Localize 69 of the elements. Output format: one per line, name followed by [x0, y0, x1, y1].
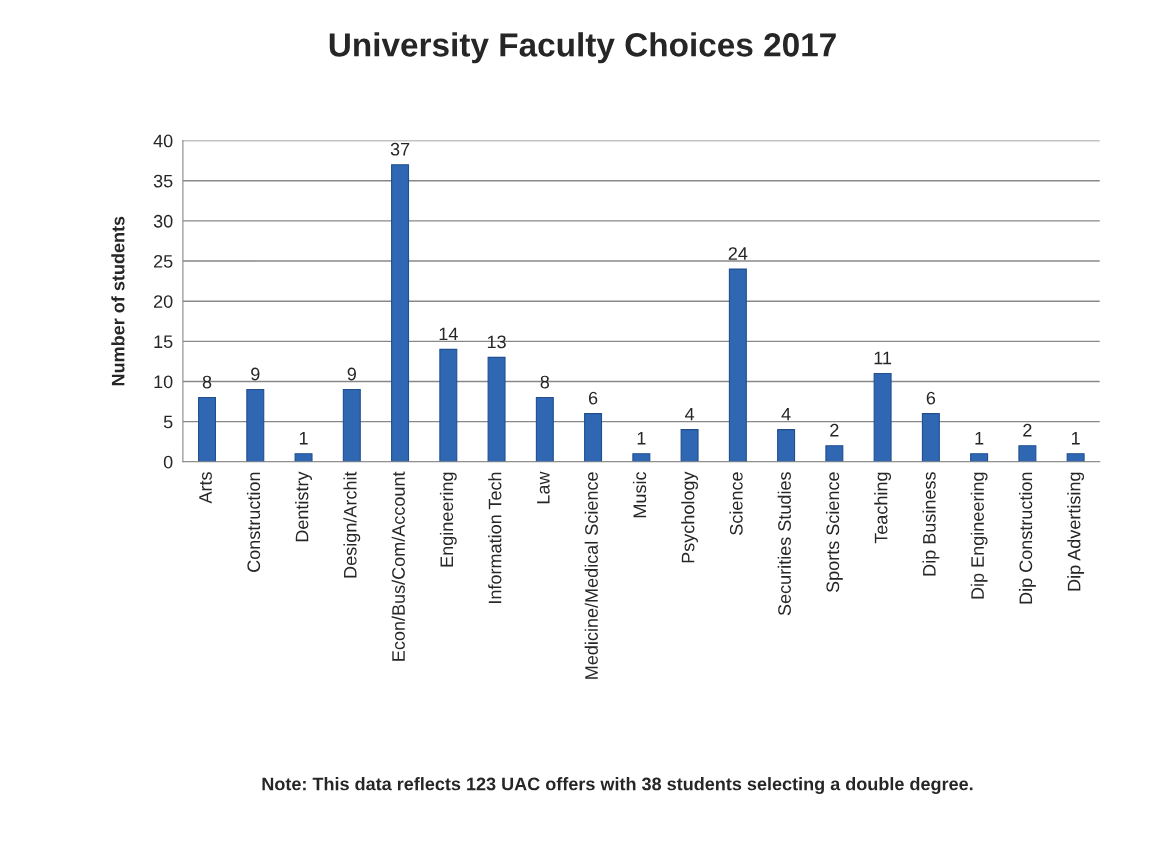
y-tick-label: 20 [154, 295, 173, 308]
chart-title: University Faculty Choices 2017 [329, 32, 836, 64]
x-tick-label: Construction [246, 472, 261, 572]
bar [535, 396, 554, 462]
data-label: 4 [781, 407, 791, 421]
y-tick-label: 25 [154, 254, 173, 268]
x-tick-label: Teaching [874, 472, 892, 544]
data-label: 8 [202, 375, 212, 389]
x-tick-label: Sports Science [825, 472, 843, 593]
bar [873, 372, 892, 462]
bar [970, 453, 989, 462]
data-label: 1 [299, 432, 308, 445]
x-tick-label: Dentistry [295, 471, 312, 542]
data-label: 37 [390, 142, 410, 156]
data-label: 9 [251, 367, 260, 381]
data-label: 6 [926, 391, 936, 405]
bar [198, 396, 217, 462]
bar [487, 356, 506, 462]
y-tick-label: 35 [153, 174, 173, 188]
bar [294, 453, 313, 462]
y-axis-title: Number of students [111, 216, 125, 386]
y-tick-label: 15 [154, 335, 173, 349]
bar [439, 348, 458, 462]
bar [632, 453, 651, 462]
x-tick-label: Engineering [439, 472, 457, 567]
x-tick-label: Science [729, 472, 743, 535]
bar [680, 429, 699, 462]
data-label: 24 [728, 247, 748, 260]
x-tick-label: Dip Business [922, 472, 940, 576]
data-label: 1 [975, 432, 984, 445]
data-label: 9 [347, 367, 356, 381]
x-tick-label: Information Tech [488, 472, 502, 603]
data-label: 11 [874, 351, 892, 365]
data-label: 1 [1071, 432, 1080, 445]
x-tick-label: Econ/Bus/Com/Account [391, 471, 405, 661]
y-tick-label: 40 [153, 134, 173, 148]
bar [1018, 445, 1037, 462]
bar [342, 388, 361, 462]
data-label: 14 [439, 327, 458, 341]
bar [391, 164, 410, 462]
data-label: 1 [637, 432, 646, 445]
bar [728, 268, 747, 462]
bar [921, 413, 940, 462]
x-tick-label: Law [537, 471, 550, 504]
x-tick-label: Arts [199, 472, 212, 504]
x-tick-label: Music [632, 471, 647, 518]
x-tick-label: Securities Studies [777, 472, 791, 616]
bar [584, 413, 603, 462]
y-tick-label: 30 [153, 214, 173, 228]
data-label: 2 [1023, 423, 1032, 437]
x-tick-label: Psychology [681, 471, 698, 563]
data-label: 13 [487, 335, 506, 349]
data-label: 4 [684, 407, 695, 421]
data-label: 2 [830, 423, 839, 437]
x-tick-label: Dip Engineering [970, 472, 988, 599]
x-tick-label: Medicine/Medical Science [584, 472, 598, 679]
text: Note: This data reflects 123 UAC offers with 38 students selecting a double degree. [262, 777, 973, 794]
bar [825, 445, 844, 462]
data-label: 6 [588, 391, 598, 405]
x-tick-label: Dip Construction [1018, 472, 1036, 604]
x-tick-label: Dip Advertising [1067, 472, 1085, 591]
bar [1066, 453, 1085, 462]
data-label: 8 [540, 375, 550, 389]
y-tick-label: 0 [163, 455, 173, 469]
y-tick-label: 10 [154, 375, 173, 389]
bar [777, 429, 796, 462]
x-tick-label: Design/Archit [343, 471, 361, 578]
y-tick-label: 5 [163, 415, 173, 429]
bar [246, 388, 265, 462]
